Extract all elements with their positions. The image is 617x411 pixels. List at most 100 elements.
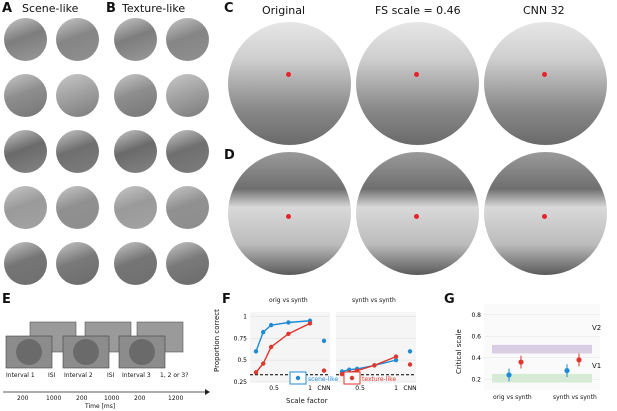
fixation-dot: [542, 72, 547, 77]
f-point-scene-like: [393, 357, 399, 363]
waterfall-image-original: [228, 152, 351, 275]
f-cnn-point-scene-like: [321, 338, 327, 344]
fixation-dot: [414, 214, 419, 219]
f-point-scene-like: [307, 318, 313, 323]
g-ytick: 0.6: [471, 333, 481, 340]
f-legend-scene: scene-like: [308, 376, 339, 383]
f-point-texture-like: [339, 371, 345, 377]
f-legend-marker-scene: [295, 375, 301, 381]
isi-frame: [29, 321, 77, 353]
f-cnn-point-texture-like: [321, 368, 327, 373]
e-label-isi1: ISI: [48, 372, 56, 379]
panel-letter-b: B: [106, 1, 116, 16]
f-ylabel: Proportion correct: [213, 309, 221, 372]
f-point-texture-like: [307, 321, 313, 326]
panel-letter-c: C: [224, 1, 234, 16]
texture-like-thumbnail: [166, 242, 209, 285]
scene-like-thumbnail: [4, 130, 47, 173]
g-point-scene-like: [506, 372, 512, 378]
g-ylabel: Critical scale: [455, 329, 463, 374]
stimulus-image: [16, 339, 42, 365]
g-ytick: 0.4: [471, 355, 481, 362]
scene-like-thumbnail: [56, 186, 99, 229]
f-xtick-cnn: CNN: [317, 385, 330, 392]
f-ytick: 0.75: [234, 335, 248, 342]
scene-like-thumbnail: [4, 18, 47, 61]
f-subplot-bg: [250, 312, 330, 382]
e-dur-6: 1200: [168, 395, 184, 402]
tower-image-fs: [356, 22, 479, 145]
f-legend-marker-texture: [349, 375, 355, 381]
stimulus-image: [129, 339, 155, 365]
col-title-cnn: CNN 32: [523, 4, 565, 17]
g-ytick: 0.2: [471, 376, 481, 383]
panel-a-title: Scene-like: [22, 2, 79, 15]
f-series-line-texture-like: [341, 355, 397, 375]
f-point-texture-like: [354, 368, 360, 373]
texture-like-thumbnail: [166, 74, 209, 117]
g-point-scene-like: [564, 368, 570, 374]
e-time-label: Time [ms]: [85, 403, 116, 410]
e-dur-3: 200: [76, 395, 88, 402]
g-xtick-synth: synth vs synth: [553, 394, 597, 401]
stimulus-image: [73, 339, 99, 365]
f-series-line-texture-like: [255, 322, 311, 373]
f-xlabel: Scale factor: [286, 397, 328, 405]
f-legend-texture: texture-like: [362, 376, 397, 383]
fixation-dot: [286, 72, 291, 77]
tower-image-original: [228, 22, 351, 145]
scene-like-thumbnail: [56, 74, 99, 117]
scene-like-thumbnail: [4, 74, 47, 117]
f-xtick: 1: [308, 385, 312, 392]
stimulus-frame: [5, 335, 53, 369]
f-ytick: 0.25: [234, 379, 248, 386]
e-label-isi2: ISI: [107, 372, 115, 379]
stimulus-frame: [118, 335, 166, 369]
col-title-original: Original: [262, 4, 306, 17]
f-subtitle-orig: orig vs synth: [269, 297, 308, 304]
panel-letter-f: F: [222, 292, 231, 307]
f-point-texture-like: [268, 344, 274, 350]
f-point-texture-like: [347, 370, 352, 375]
e-label-response: 1, 2 or 3?: [160, 372, 189, 379]
g-band-V1: [492, 373, 592, 383]
texture-like-thumbnail: [114, 74, 157, 117]
f-point-scene-like: [354, 366, 360, 372]
texture-like-thumbnail: [166, 186, 209, 229]
panel-letter-e: E: [2, 292, 11, 307]
g-band-v2-label: V2: [592, 324, 602, 332]
e-dur-1: 200: [17, 395, 29, 402]
fixation-dot: [542, 214, 547, 219]
e-dur-2: 1000: [46, 395, 62, 402]
f-point-scene-like: [286, 320, 291, 325]
scene-like-thumbnail: [56, 242, 99, 285]
f-point-texture-like: [393, 354, 399, 359]
scene-like-thumbnail: [56, 18, 99, 61]
f-subtitle-synth: synth vs synth: [352, 297, 396, 304]
e-label-interval3: Interval 3: [122, 372, 151, 379]
f-cnn-point-scene-like: [407, 349, 413, 354]
g-point-texture-like: [576, 357, 582, 363]
f-point-scene-like: [372, 363, 377, 368]
f-point-scene-like: [347, 367, 352, 372]
fixation-dot: [286, 214, 291, 219]
f-point-scene-like: [253, 349, 259, 354]
g-xtick-orig: orig vs synth: [493, 394, 532, 401]
texture-like-thumbnail: [114, 242, 157, 285]
f-point-scene-like: [261, 329, 266, 335]
f-point-scene-like: [268, 322, 274, 328]
scene-like-thumbnail: [4, 242, 47, 285]
f-xtick: 1: [394, 385, 398, 392]
isi-frame: [136, 321, 184, 353]
f-legend-swatch-texture: [343, 371, 361, 385]
f-xtick: 0.5: [355, 385, 365, 392]
tower-image-cnn: [484, 22, 607, 145]
f-legend-swatch-scene: [289, 371, 307, 385]
e-dur-4: 1000: [104, 395, 120, 402]
e-dur-5: 200: [134, 395, 146, 402]
e-label-interval1: Interval 1: [6, 372, 35, 379]
isi-frame: [84, 321, 132, 353]
texture-like-thumbnail: [114, 130, 157, 173]
panel-letter-d: D: [224, 148, 235, 163]
f-series-line-scene-like: [255, 320, 311, 352]
